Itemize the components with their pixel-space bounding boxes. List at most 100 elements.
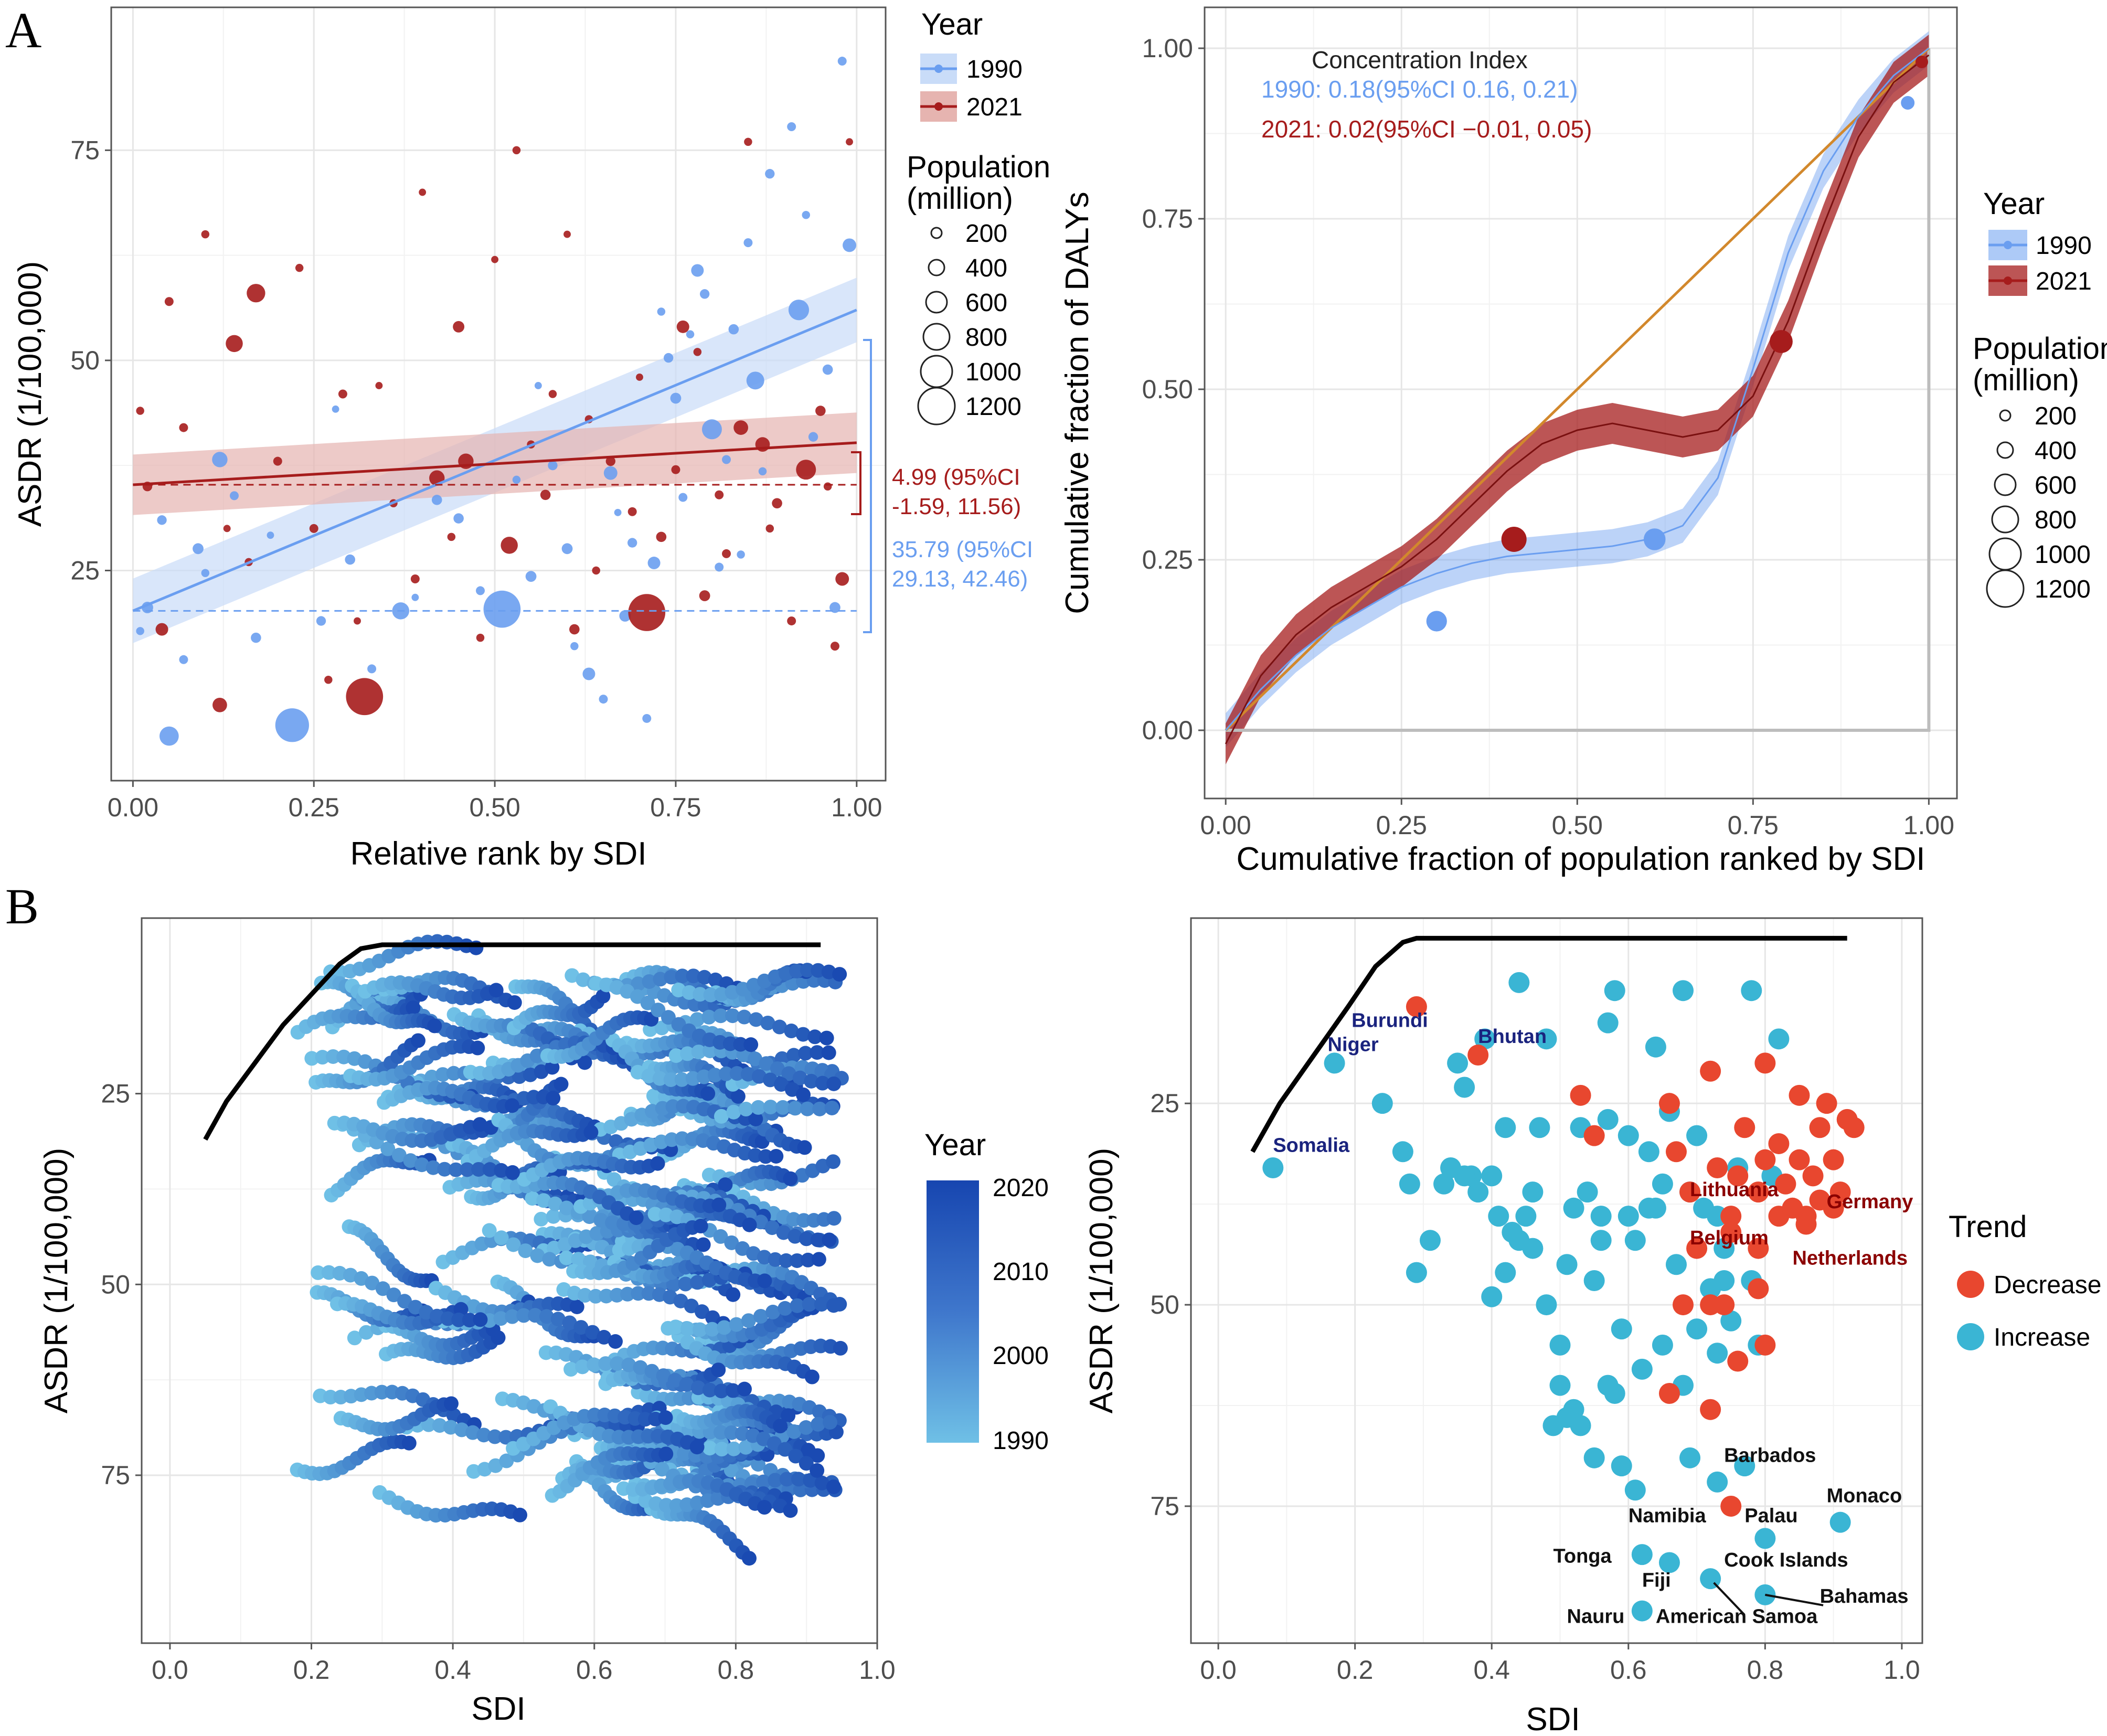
increase-point bbox=[1454, 1077, 1475, 1098]
increase-point bbox=[1324, 1052, 1345, 1074]
country-label: Lithuania bbox=[1690, 1179, 1779, 1201]
country-label: Monaco bbox=[1827, 1485, 1902, 1507]
decrease-point bbox=[1686, 1238, 1708, 1259]
point-1990 bbox=[737, 550, 745, 559]
increase-point bbox=[1577, 1181, 1598, 1203]
point-1990 bbox=[570, 642, 579, 651]
legend2-2021-dot bbox=[2004, 276, 2012, 285]
trajectory-point bbox=[724, 1235, 739, 1250]
sdi-trajectory-x-tick-label: 1.0 bbox=[859, 1655, 896, 1685]
panel-label-a: A bbox=[5, 2, 41, 58]
trajectory-point bbox=[443, 1396, 459, 1411]
trajectory-point bbox=[819, 1030, 834, 1046]
point-1990 bbox=[599, 695, 608, 704]
point-1990 bbox=[267, 531, 274, 539]
trajectory-point bbox=[791, 1472, 806, 1487]
population-size-circle bbox=[1991, 505, 2019, 534]
trajectory-point bbox=[630, 1064, 645, 1080]
decrease-point bbox=[1809, 1117, 1831, 1138]
point-1990 bbox=[657, 307, 666, 316]
point-1990 bbox=[367, 664, 377, 674]
increase-point bbox=[1714, 1270, 1735, 1291]
year-gradient-legend: Year 2020 2010 2000 1990 bbox=[924, 1128, 1049, 1455]
increase-point bbox=[1652, 1334, 1673, 1356]
trajectory-point bbox=[451, 1312, 466, 1327]
trajectory-point bbox=[814, 1475, 829, 1490]
ci-band-2021 bbox=[1226, 35, 1929, 764]
trajectory-point bbox=[783, 1503, 798, 1518]
population-size-circle bbox=[920, 355, 953, 388]
trajectory-point bbox=[703, 1043, 718, 1059]
sdi-trajectory-y-tick-label: 50 bbox=[101, 1270, 130, 1299]
sdi-trend-country-labels: Burundi Niger Bhutan Somalia Lithuania German… bbox=[1273, 1009, 1913, 1627]
population-size-label: 1200 bbox=[965, 393, 1021, 421]
point-2021 bbox=[548, 390, 557, 398]
trajectory-point bbox=[546, 1209, 561, 1224]
trajectory-point bbox=[609, 1287, 624, 1303]
point-1990 bbox=[332, 405, 339, 413]
point-2021 bbox=[715, 490, 724, 499]
point-2021 bbox=[823, 482, 832, 491]
point-1990 bbox=[251, 632, 261, 643]
trajectory-point bbox=[804, 1369, 820, 1384]
point-1990 bbox=[157, 515, 167, 525]
point-1990 bbox=[678, 493, 688, 502]
point-2021 bbox=[835, 572, 849, 586]
trajectory-point bbox=[476, 1428, 492, 1443]
increase-point bbox=[1495, 1117, 1516, 1138]
slope-index-y-tick-label: 50 bbox=[70, 346, 100, 375]
trajectory-point bbox=[693, 1219, 708, 1234]
sdi-trajectory-x-tick-label: 0.4 bbox=[434, 1655, 471, 1685]
increase-point bbox=[1406, 1262, 1427, 1283]
population-size-label: 800 bbox=[2035, 506, 2077, 534]
population-size-label: 200 bbox=[2035, 402, 2077, 430]
decrease-point bbox=[1720, 1495, 1742, 1517]
point-2021 bbox=[453, 321, 465, 333]
trajectory-point bbox=[637, 1412, 653, 1427]
trajectory-point bbox=[472, 1117, 487, 1132]
trajectory-point bbox=[724, 1425, 739, 1440]
point-1990 bbox=[663, 353, 674, 363]
increase-point bbox=[1529, 1117, 1550, 1138]
trajectory-point bbox=[770, 1061, 785, 1076]
legend2-population-title-2: (million) bbox=[1973, 363, 2079, 397]
trajectory-point bbox=[460, 1162, 475, 1177]
trajectory-point bbox=[631, 1286, 646, 1301]
trajectory-point bbox=[788, 1229, 803, 1244]
sdi-trend-y-tick-label: 75 bbox=[1150, 1492, 1179, 1521]
trajectory-point bbox=[620, 1286, 635, 1302]
country-label: Bhutan bbox=[1478, 1026, 1547, 1048]
trajectory-point bbox=[796, 1087, 811, 1102]
trajectory-point bbox=[633, 1360, 648, 1375]
trajectory-point bbox=[599, 1288, 614, 1304]
trajectory-point bbox=[585, 1325, 600, 1340]
trajectory-point bbox=[347, 1330, 362, 1346]
sdi-trajectory-x-tick-label: 0.6 bbox=[576, 1655, 613, 1685]
population-size-circle bbox=[928, 259, 945, 276]
trajectory-point bbox=[757, 1273, 772, 1288]
trajectory-point bbox=[667, 1372, 683, 1388]
point-2021 bbox=[476, 633, 485, 642]
increase-point bbox=[1474, 1028, 1496, 1050]
point-2021 bbox=[201, 230, 210, 239]
country-label: Cook Islands bbox=[1724, 1549, 1848, 1571]
point-1990 bbox=[548, 461, 558, 471]
trajectory-point bbox=[675, 1131, 690, 1146]
point-1990 bbox=[275, 708, 310, 742]
trajectory-point bbox=[650, 1156, 665, 1171]
trajectory-point bbox=[697, 970, 712, 985]
trajectory-point bbox=[448, 1162, 463, 1177]
legend-2021-label: 2021 bbox=[966, 93, 1023, 121]
point-2021 bbox=[636, 374, 643, 381]
trajectory-point bbox=[679, 1377, 694, 1392]
trajectory-point bbox=[718, 1066, 733, 1081]
trajectory-point bbox=[641, 1068, 656, 1083]
trajectory-point bbox=[403, 1153, 418, 1168]
decrease-point bbox=[1658, 1382, 1680, 1404]
increase-point bbox=[1549, 1334, 1571, 1356]
ci-band-1990 bbox=[1226, 31, 1929, 748]
slope-index-grid bbox=[111, 7, 886, 781]
increase-point bbox=[1522, 1238, 1544, 1259]
trajectory-point bbox=[826, 1211, 842, 1226]
trajectory-point bbox=[690, 1275, 705, 1290]
